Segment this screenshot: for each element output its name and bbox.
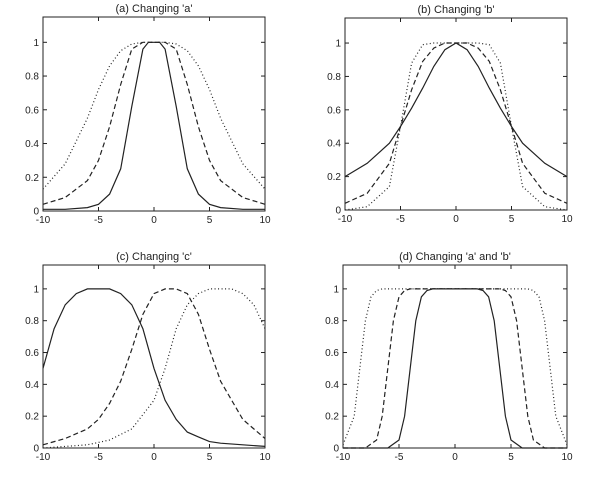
series-line-solid: [344, 42, 568, 178]
series-line-dotted: [342, 288, 568, 446]
y-tick-label: 0: [33, 207, 39, 218]
series-line-dashed: [42, 41, 266, 205]
chart-panel-4: (d) Changing 'a' and 'b' -10 -5 0 5 10 0 0.2 0.4…: [325, 251, 573, 463]
chart-title: (d) Changing 'a' and 'b': [399, 251, 511, 263]
x-tick-label: -10: [36, 452, 51, 463]
axes-box: [42, 264, 266, 449]
x-tick-label: 0: [453, 214, 459, 225]
series-line-dotted: [344, 42, 568, 211]
axes-box: [42, 16, 266, 212]
chart-title: (a) Changing 'a': [116, 3, 193, 15]
x-tick-label: 5: [508, 452, 514, 463]
x-tick-label: 10: [561, 452, 573, 463]
x-tick-label: 10: [259, 452, 271, 463]
y-tick-label: 0.2: [25, 412, 39, 423]
y-tick-label: 0.4: [325, 380, 339, 391]
y-tick-label: 0: [335, 206, 341, 217]
x-tick-label: -5: [94, 452, 103, 463]
x-tick-label: 10: [259, 215, 271, 226]
y-tick-label: 0.8: [327, 72, 341, 83]
y-tick-label: 0: [333, 444, 339, 455]
y-tick-label: 0.6: [325, 348, 339, 359]
x-tick-label: 10: [561, 214, 573, 225]
x-tick-label: -5: [395, 452, 404, 463]
chart-title: (c) Changing 'c': [116, 251, 192, 263]
series-line-solid: [343, 288, 567, 449]
y-tick-label: 1: [33, 284, 39, 295]
axes-box: [342, 264, 568, 449]
x-tick-label: 5: [207, 452, 213, 463]
series-line-dotted: [42, 41, 266, 190]
x-tick-label: 0: [452, 452, 458, 463]
y-tick-label: 0.4: [25, 139, 39, 150]
x-tick-label: 0: [151, 452, 157, 463]
y-tick-label: 0: [33, 444, 39, 455]
axes-box: [344, 17, 568, 211]
y-tick-label: 0.6: [25, 348, 39, 359]
series-line-dashed: [343, 288, 567, 449]
y-tick-label: 0.6: [327, 105, 341, 116]
y-tick-label: 0.8: [325, 316, 339, 327]
x-tick-label: -5: [396, 214, 405, 225]
x-tick-label: 5: [207, 215, 213, 226]
y-tick-label: 0.8: [25, 72, 39, 83]
y-tick-label: 0.2: [327, 172, 341, 183]
y-tick-label: 0.4: [327, 139, 341, 150]
y-tick-label: 0.8: [25, 316, 39, 327]
chart-panel-3: (c) Changing 'c' -10 -5 0 5 10 0 0.2 0.4 0.6 0.8 1: [25, 251, 271, 463]
x-tick-label: -5: [94, 215, 103, 226]
chart-panel-1: (a) Changing 'a' -10 -5 0 5 10 0 0.2 0.4 0.6 0.8 1: [25, 3, 271, 226]
y-tick-label: 0.4: [25, 380, 39, 391]
chart-panel-2: (b) Changing 'b' -10 -5 0 5 10 0 0.2 0.4 0.6 0.8 1: [327, 4, 573, 225]
x-tick-label: -10: [36, 215, 51, 226]
series-line-solid: [42, 288, 266, 447]
x-tick-label: 5: [509, 214, 515, 225]
x-tick-label: -10: [336, 452, 351, 463]
y-tick-label: 1: [33, 38, 39, 49]
x-tick-label: 0: [151, 215, 157, 226]
y-tick-label: 1: [333, 284, 339, 295]
y-tick-label: 0.2: [25, 173, 39, 184]
y-tick-label: 0.2: [325, 412, 339, 423]
series-line-dashed: [42, 288, 266, 446]
x-tick-label: -10: [338, 214, 353, 225]
series-line-dashed: [344, 42, 568, 204]
y-tick-label: 0.6: [25, 105, 39, 116]
series-line-solid: [43, 41, 265, 210]
y-tick-label: 1: [335, 39, 341, 50]
chart-title: (b) Changing 'b': [418, 4, 495, 16]
